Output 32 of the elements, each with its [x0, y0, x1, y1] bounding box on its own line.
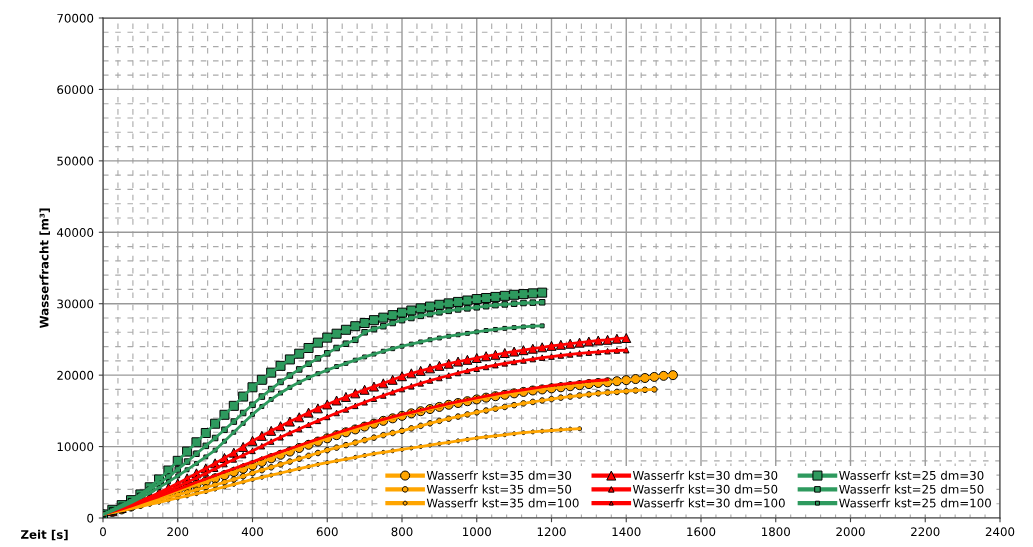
x-tick-label: 1200 — [537, 527, 566, 537]
x-tick-label: 600 — [316, 527, 338, 537]
y-tick-label: 50000 — [57, 156, 94, 166]
y-tick-label: 10000 — [57, 442, 94, 452]
y-axis-title: Wasserfracht [m³] — [39, 208, 50, 329]
legend-label: Wasserfr kst=30 dm=30 — [632, 470, 778, 480]
x-tick-label: 200 — [167, 527, 189, 537]
legend-label: Wasserfr kst=35 dm=50 — [426, 484, 572, 494]
y-tick-label: 70000 — [57, 13, 94, 23]
y-tick-label: 60000 — [57, 85, 94, 95]
legend-label: Wasserfr kst=25 dm=30 — [839, 470, 984, 480]
x-tick-label: 1400 — [612, 527, 641, 537]
x-tick-label: 2200 — [911, 527, 940, 537]
y-tick-label: 40000 — [56, 228, 94, 237]
y-tick-label: 0 — [87, 513, 94, 523]
x-tick-label: 2000 — [836, 527, 865, 537]
x-tick-label: 400 — [241, 527, 263, 537]
y-tick-label: 30000 — [57, 299, 94, 309]
x-tick-label: 1800 — [762, 527, 790, 537]
x-tick-label: 2400 — [985, 527, 1015, 537]
legend-label: Wasserfr kst=30 dm=50 — [632, 484, 778, 494]
x-tick-label: 1600 — [687, 527, 716, 537]
y-tick-label: 20000 — [57, 370, 94, 380]
legend-label: Wasserfr kst=25 dm=100 — [839, 498, 991, 508]
legend-label: Wasserfr kst=35 dm=30 — [426, 470, 572, 480]
legend-label: Wasserfr kst=30 dm=100 — [632, 498, 785, 508]
legend-label: Wasserfr kst=35 dm=100 — [426, 498, 579, 508]
legend-label: Wasserfr kst=25 dm=50 — [839, 484, 984, 494]
x-axis-title: Zeit [s] — [21, 529, 68, 541]
x-tick-label: 800 — [391, 527, 413, 537]
x-tick-label: 1000 — [463, 527, 491, 537]
x-tick-label: 0 — [100, 527, 106, 537]
